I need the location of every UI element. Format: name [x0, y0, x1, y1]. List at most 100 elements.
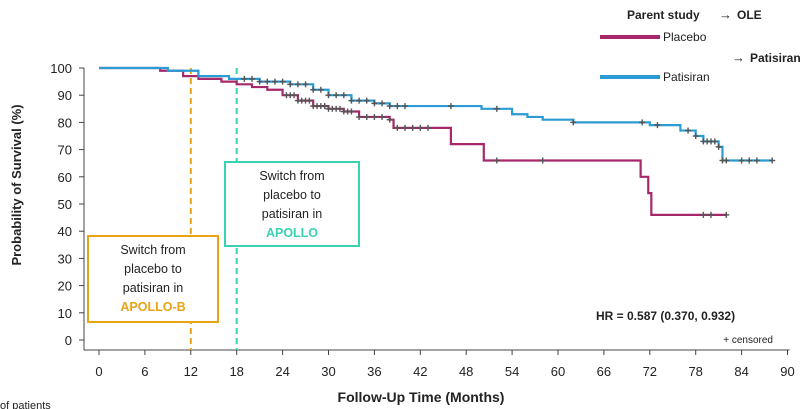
censor-mark — [769, 157, 776, 164]
censor-mark — [493, 157, 500, 164]
censor-mark — [692, 133, 699, 139]
x-tick-label: 78 — [688, 364, 702, 379]
censor-mark — [402, 124, 408, 131]
censor-mark — [294, 81, 301, 88]
censor-mark — [317, 86, 324, 93]
censor-mark — [386, 103, 393, 110]
censor-mark — [723, 157, 730, 164]
y-tick-label: 90 — [58, 88, 72, 103]
censor-mark — [371, 100, 378, 107]
annotation-apollo-b-line2: placebo to — [124, 262, 182, 276]
annotation-apollo-b-highlight: APOLLO-B — [120, 300, 185, 314]
censor-mark — [394, 124, 401, 131]
censor-mark — [363, 113, 370, 120]
y-tick-label: 50 — [58, 197, 72, 212]
x-axis-ticks: 0 6 12 18 24 30 36 42 48 54 60 66 72 78 84 90 — [95, 350, 795, 379]
censor-mark — [371, 113, 378, 120]
y-tick-label: 70 — [58, 143, 72, 158]
censor-mark — [356, 97, 363, 104]
x-tick-label: 90 — [780, 364, 794, 379]
censor-mark — [711, 138, 718, 145]
censor-mark — [287, 81, 294, 88]
x-tick-label: 60 — [551, 364, 565, 379]
y-tick-label: 80 — [58, 115, 72, 130]
y-tick-label: 30 — [58, 251, 72, 266]
x-tick-label: 24 — [275, 364, 289, 379]
censor-mark — [700, 211, 707, 218]
censor-mark — [409, 124, 416, 131]
series-line-placebo — [99, 66, 727, 216]
censor-mark — [264, 78, 271, 85]
censor-mark — [539, 157, 546, 164]
x-tick-label: 42 — [413, 364, 427, 379]
censor-mark — [447, 103, 454, 110]
censor-mark — [753, 157, 760, 164]
censor-mark — [570, 119, 577, 126]
censor-mark — [363, 97, 370, 104]
legend-ole-label: OLE — [737, 8, 762, 22]
censor-mark — [271, 78, 278, 85]
x-tick-label: 6 — [141, 364, 148, 379]
annotation-apollo-line3: patisiran in — [262, 207, 322, 221]
censor-mark — [321, 103, 328, 110]
axes — [83, 68, 790, 351]
censor-mark — [424, 124, 431, 131]
x-tick-label: 12 — [184, 364, 198, 379]
arrow-right-icon: → — [719, 7, 732, 22]
censored-note: + censored — [723, 335, 773, 346]
y-tick-label: 0 — [65, 333, 72, 348]
x-tick-label: 84 — [734, 364, 748, 379]
y-tick-label: 100 — [50, 61, 72, 76]
censor-mark — [402, 103, 408, 110]
censor-mark — [394, 103, 401, 110]
censor-mark — [379, 113, 386, 120]
legend-heading: Parent study — [627, 8, 700, 22]
annotation-apollo: Switch from placebo to patisiran in APOL… — [224, 161, 360, 247]
footnote: of patients — [0, 400, 51, 409]
censor-mark — [348, 97, 355, 104]
censor-mark — [715, 143, 722, 150]
legend-label-patisiran: Patisiran — [663, 70, 710, 84]
censor-mark — [310, 86, 317, 93]
legend-ole-patisiran-label: Patisiran — [750, 51, 801, 65]
legend: Parent study → OLE Placebo → Patisiran P… — [600, 7, 801, 84]
censor-mark — [746, 157, 753, 164]
annotation-apollo-line1: Switch from — [259, 169, 324, 183]
y-tick-label: 20 — [58, 279, 72, 294]
x-tick-label: 18 — [229, 364, 243, 379]
x-tick-label: 72 — [643, 364, 657, 379]
annotation-apollo-box — [224, 161, 360, 247]
annotation-apollo-highlight: APOLLO — [266, 226, 318, 240]
censor-mark — [417, 124, 424, 131]
censor-mark — [356, 113, 363, 120]
censor-mark — [639, 119, 646, 126]
censor-mark — [685, 127, 692, 134]
x-axis-label: Follow-Up Time (Months) — [338, 389, 505, 405]
censor-mark — [348, 108, 355, 115]
y-tick-label: 60 — [58, 170, 72, 185]
censor-mark — [249, 75, 255, 82]
censor-mark — [279, 78, 286, 85]
annotation-apollo-b-line1: Switch from — [120, 243, 185, 257]
censor-mark — [723, 211, 730, 218]
annotation-apollo-line2: placebo to — [263, 188, 321, 202]
censor-mark — [306, 97, 313, 104]
x-tick-label: 54 — [505, 364, 519, 379]
arrow-right-icon: → — [732, 50, 745, 65]
y-axis-ticks: 0 10 20 30 40 50 60 70 80 90 100 — [50, 61, 84, 348]
y-tick-label: 40 — [58, 224, 72, 239]
censor-mark — [302, 81, 309, 88]
annotation-apollo-b-box — [87, 235, 219, 323]
y-tick-label: 10 — [58, 306, 72, 321]
x-tick-label: 48 — [459, 364, 473, 379]
censor-mark — [291, 92, 298, 99]
censor-mark — [256, 78, 263, 85]
y-axis-label: Probability of Survival (%) — [9, 104, 24, 265]
censor-mark — [738, 157, 745, 164]
censor-mark — [333, 92, 340, 99]
censor-mark — [379, 100, 386, 107]
censor-mark — [336, 105, 343, 112]
x-tick-label: 30 — [321, 364, 335, 379]
annotation-apollo-b: Switch from placebo to patisiran in APOL… — [87, 235, 219, 323]
